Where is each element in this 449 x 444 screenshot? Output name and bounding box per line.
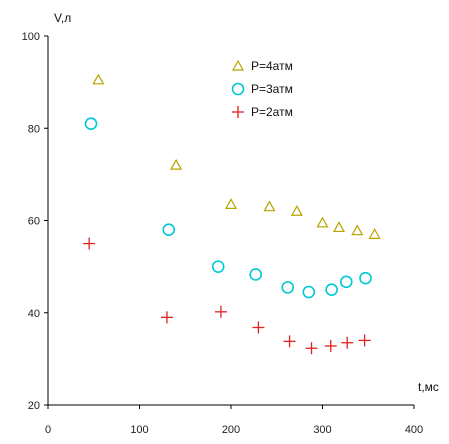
data-point-series-1 [170,158,183,170]
data-point-series-1 [263,200,276,212]
data-point-series-3 [341,336,354,349]
data-point-series-3 [358,334,371,347]
data-point-series-2 [281,281,295,294]
legend-label-2: P=3атм [251,82,293,96]
data-point-series-1 [92,73,105,85]
data-point-series-1 [290,205,303,216]
data-point-series-2 [211,260,225,273]
legend-marker-1 [231,59,245,71]
series-3 [83,237,371,355]
y-tick-label: 60 [28,216,40,228]
data-point-series-1 [224,198,238,209]
data-point-series-2 [325,283,338,296]
y-tick-label: 20 [28,400,40,412]
data-point-series-2 [359,271,372,285]
legend-marker-3 [232,106,244,118]
legend: P=4атм P=3атм P=2атм [231,59,293,119]
y-axis-title: V,л [54,11,71,25]
series-1 [92,73,381,239]
data-point-series-2 [84,117,98,130]
data-point-series-2 [249,268,263,281]
data-point-series-2 [339,275,353,289]
x-tick-label: 400 [405,424,423,436]
x-tick-label: 200 [222,424,240,436]
data-point-series-1 [332,221,345,233]
data-point-series-3 [214,305,227,318]
data-point-series-2 [302,285,316,299]
y-tick-label: 80 [28,123,40,135]
data-point-series-2 [162,223,176,237]
series-2 [84,117,372,299]
legend-marker-2 [231,82,245,96]
legend-label-3: P=2атм [251,105,293,119]
data-point-series-3 [324,339,337,352]
data-point-series-3 [160,311,173,324]
data-point-series-1 [351,224,364,236]
y-tick-label: 100 [22,31,40,43]
data-point-series-3 [252,321,265,334]
data-point-series-3 [83,237,96,250]
data-point-series-3 [283,335,296,348]
x-tick-label: 100 [130,424,148,436]
legend-label-1: P=4атм [251,59,293,73]
data-point-series-1 [368,228,381,239]
data-point-series-3 [305,342,318,355]
x-tick-label: 0 [45,424,51,436]
x-axis-title: t,мс [418,380,439,394]
data-marks [83,73,381,355]
x-tick-label: 300 [313,424,331,436]
axes: 20 40 60 80 100 0 100 200 300 400 V,л t,мс [22,11,439,436]
data-point-series-1 [316,216,329,228]
y-tick-label: 40 [28,308,40,320]
